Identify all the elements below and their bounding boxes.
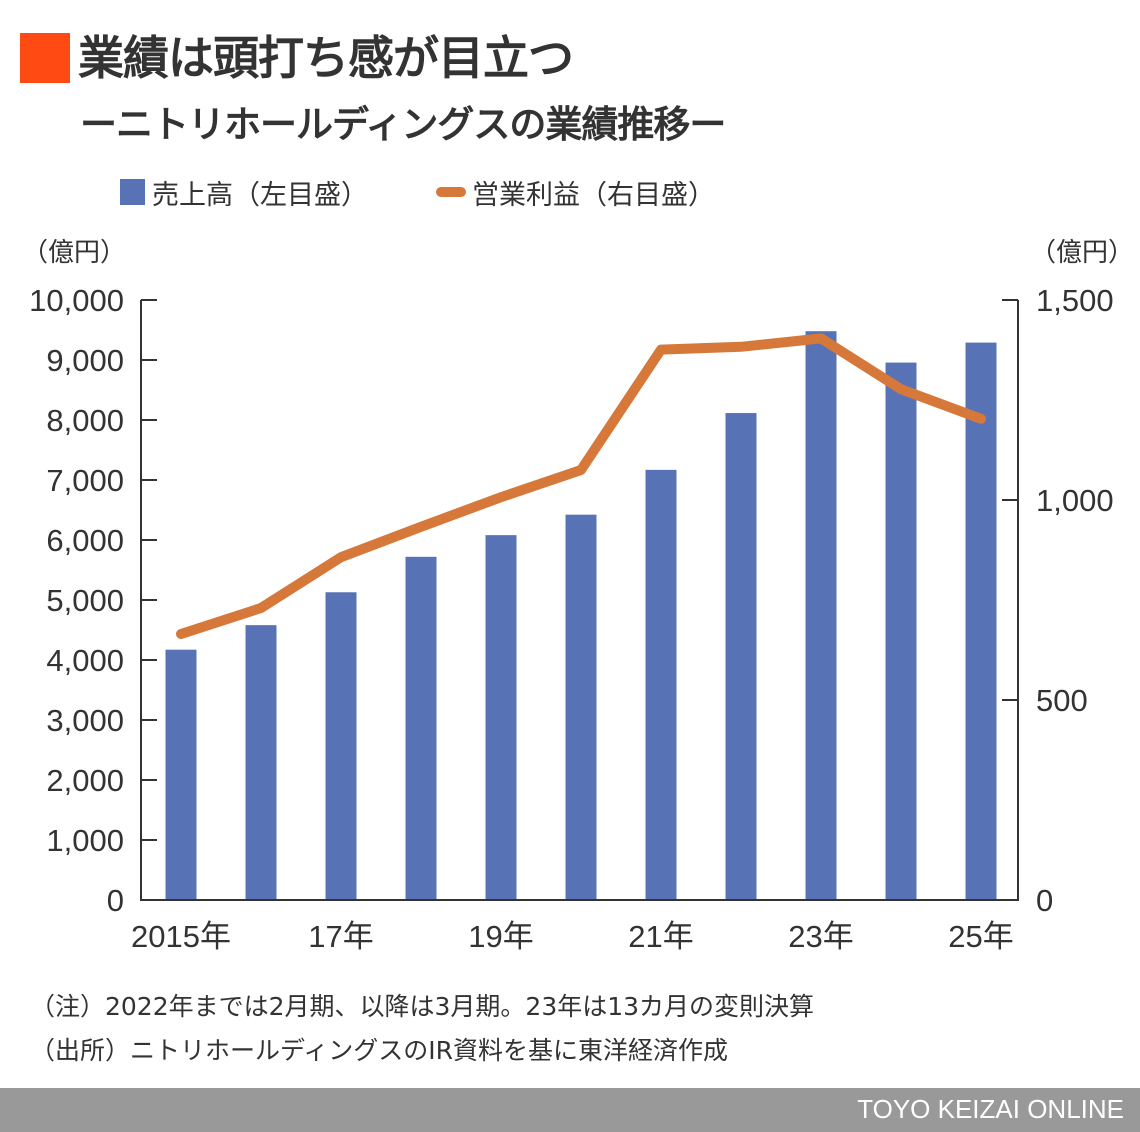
right-axis-tick-label: 500 [1036, 683, 1088, 718]
right-axis-tick-label: 1,500 [1036, 283, 1114, 318]
x-axis-tick-label: 2015年 [131, 919, 231, 954]
x-axis-tick-label: 25年 [948, 919, 1013, 954]
chart-subtitle: ーニトリホールディングスの業績推移ー [80, 103, 726, 146]
title-accent-square [20, 33, 70, 83]
legend-item-sales: 売上高（左目盛） [120, 172, 368, 212]
sales-bar-2025 [965, 342, 997, 901]
axis-labels: 10,000 9,000 8,000 7,000 6,000 5,000 4,000 3,00… [29, 283, 1113, 954]
combo-chart: 10,000 9,000 8,000 7,000 6,000 5,000 4,000 3,00… [29, 283, 1113, 954]
sales-bar-2024 [885, 362, 917, 901]
sales-bar-2021 [645, 469, 677, 900]
x-axis-tick-label: 17年 [308, 919, 373, 954]
left-axis-tick-label: 4,000 [46, 643, 124, 678]
left-axis-tick-label: 2,000 [46, 763, 124, 798]
left-axis-tick-label: 9,000 [46, 343, 124, 378]
operating-profit-line [176, 333, 986, 639]
sales-bar-2018 [405, 556, 437, 900]
left-axis-tick-label: 7,000 [46, 463, 124, 498]
right-axis-tick-label: 1,000 [1036, 483, 1114, 518]
sales-bar-2023 [805, 331, 837, 900]
footer-bar: TOYO KEIZAI ONLINE [0, 1088, 1140, 1132]
sales-bar-2015 [165, 649, 197, 900]
sales-bar-2017 [325, 592, 357, 900]
left-axis-unit: （億円） [22, 238, 127, 268]
chart-title: 業績は頭打ち感が目立つ [78, 31, 574, 85]
sales-bar-2016 [245, 625, 277, 900]
x-axis-tick-label: 21年 [628, 919, 693, 954]
line-swatch-icon [436, 187, 466, 197]
chart-notes: （注）2022年までは2月期、以降は3月期。23年は13カ月の変則決算 （出所）… [30, 985, 814, 1073]
sales-bar-2020 [565, 514, 597, 900]
right-axis-unit: （億円） [1030, 238, 1135, 268]
bar-swatch-icon [120, 179, 145, 205]
sales-bar-2019 [485, 535, 517, 900]
source-text: （出所）ニトリホールディングスのIR資料を基に東洋経済作成 [30, 1036, 728, 1065]
operating-profit-polyline [176, 333, 986, 639]
legend-item-operating-profit: 営業利益（右目盛） [436, 172, 715, 212]
note-text: （注）2022年までは2月期、以降は3月期。23年は13カ月の変則決算 [30, 992, 815, 1021]
left-axis-tick-label: 3,000 [46, 703, 124, 738]
sales-bars [165, 331, 997, 901]
legend-label-operating-profit: 営業利益（右目盛） [472, 179, 715, 211]
x-axis-tick-label: 19年 [468, 919, 533, 954]
left-axis-tick-label: 0 [107, 883, 124, 918]
legend-label-sales: 売上高（左目盛） [152, 179, 368, 211]
footer-brand: TOYO KEIZAI ONLINE [857, 1094, 1124, 1124]
left-axis-tick-label: 10,000 [29, 283, 124, 318]
left-axis-tick-label: 1,000 [46, 823, 124, 858]
left-axis-tick-label: 5,000 [46, 583, 124, 618]
chart-axes [140, 299, 1019, 901]
sales-bar-2022 [725, 413, 757, 900]
right-axis-tick-label: 0 [1036, 883, 1053, 918]
left-axis-tick-label: 6,000 [46, 523, 124, 558]
x-axis-tick-label: 23年 [788, 919, 853, 954]
left-axis-tick-label: 8,000 [46, 403, 124, 438]
